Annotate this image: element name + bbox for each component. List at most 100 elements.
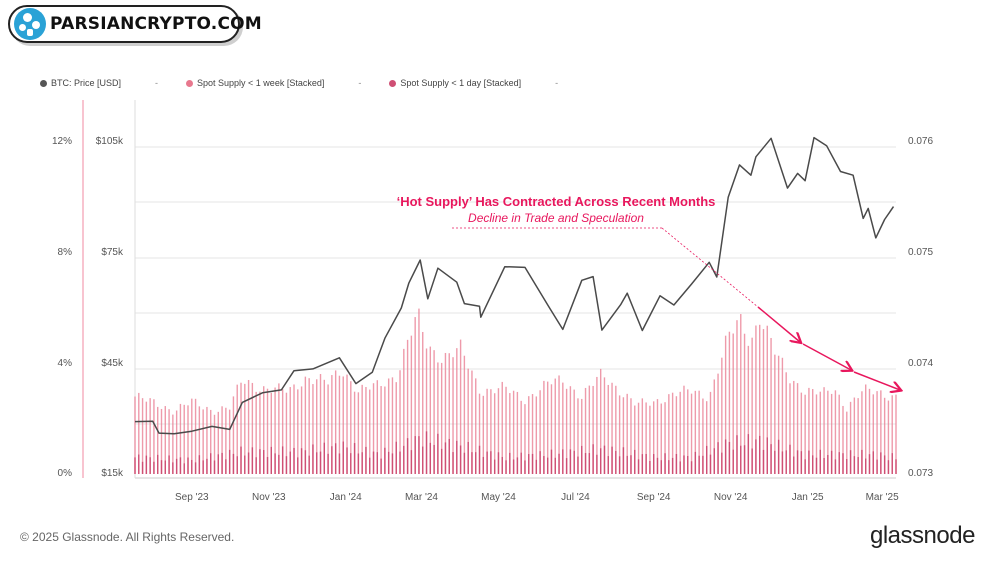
supply-1w-bar [543, 380, 545, 474]
supply-1w-bar [138, 392, 140, 474]
supply-1d-bar [834, 459, 837, 474]
supply-1w-bar [281, 389, 284, 474]
supply-1w-bar [312, 384, 314, 474]
supply-1d-bar [664, 453, 666, 474]
supply-1w-bar [796, 383, 799, 474]
supply-1d-bar [456, 440, 458, 474]
supply-1d-bar [384, 447, 386, 474]
supply-1w-bar [316, 379, 318, 474]
supply-1w-bar [683, 385, 685, 474]
supply-1w-bar [577, 398, 579, 474]
supply-1d-bar [217, 454, 219, 474]
supply-1d-bar [865, 458, 867, 474]
supply-1d-bar [626, 455, 628, 474]
supply-1w-bar [755, 325, 757, 474]
supply-1d-bar [800, 451, 803, 474]
supply-1w-bar [493, 393, 496, 474]
y-left-price-tick: $105k [96, 136, 124, 147]
supply-1d-bar [554, 457, 556, 474]
supply-1w-bar [705, 401, 708, 474]
supply-1d-bar [168, 455, 170, 474]
supply-1d-bar [346, 447, 348, 474]
supply-1d-bar [281, 446, 284, 474]
chart-legend: BTC: Price [USD] - Spot Supply < 1 week … [40, 76, 586, 90]
supply-1w-bar [217, 411, 219, 474]
supply-1d-bar [198, 455, 201, 474]
supply-1w-bar [153, 399, 155, 474]
supply-1d-bar [342, 441, 344, 474]
supply-1d-bar [493, 459, 496, 474]
supply-1w-bar [384, 386, 386, 474]
supply-1w-bar [164, 406, 166, 474]
x-tick-label: May '24 [481, 492, 516, 503]
legend-dot-supply-1w [186, 79, 194, 87]
supply-1w-bar [698, 390, 700, 474]
supply-1d-bar [395, 441, 397, 474]
supply-1d-bar [546, 457, 549, 474]
supply-1w-bar [141, 398, 144, 474]
supply-1w-bar [429, 346, 432, 474]
supply-1w-bar [599, 368, 602, 474]
supply-1d-bar [812, 455, 814, 474]
supply-1w-bar [891, 395, 893, 474]
legend-item-supply-1d[interactable]: Spot Supply < 1 day [Stacked] - [389, 78, 586, 88]
supply-1w-bar [581, 398, 583, 474]
supply-1d-bar [615, 450, 617, 474]
supply-1d-bar [467, 441, 469, 474]
supply-1d-bar [732, 449, 734, 474]
supply-1w-bar [664, 402, 666, 474]
supply-1w-bar [403, 348, 405, 474]
supply-1d-bar [179, 457, 182, 474]
supply-1w-bar [369, 389, 371, 474]
supply-1d-bar [759, 435, 761, 474]
supply-1d-bar [289, 451, 291, 474]
legend-item-supply-1w[interactable]: Spot Supply < 1 week [Stacked] - [186, 78, 389, 88]
supply-1d-bar [705, 445, 708, 474]
supply-1w-bar [694, 390, 697, 474]
supply-1w-bar [880, 390, 882, 474]
y-left-pct-tick: 12% [52, 136, 72, 147]
supply-1w-bar [531, 394, 534, 474]
y-right-tick: 0.076 [908, 136, 933, 147]
supply-1d-bar [793, 456, 795, 474]
supply-1w-bar [251, 382, 254, 474]
supply-1d-bar [266, 456, 269, 474]
supply-1d-bar [175, 458, 178, 474]
supply-1d-bar [369, 457, 371, 474]
supply-1w-bar [611, 382, 613, 474]
supply-1w-bar [766, 325, 768, 474]
supply-1w-bar [183, 404, 185, 474]
supply-1w-bar [815, 394, 818, 474]
supply-1d-bar [671, 457, 674, 474]
legend-label-supply-1w: Spot Supply < 1 week [Stacked] [197, 78, 325, 88]
watermark-text: PARSIANCRYPTO.COM [50, 14, 262, 34]
supply-1d-bar [403, 445, 405, 474]
supply-1d-bar [690, 461, 693, 474]
glassnode-brand-logo: glassnode [870, 522, 975, 549]
legend-dot-price [40, 79, 47, 87]
supply-1w-bar [228, 409, 231, 474]
supply-1w-bar [793, 380, 795, 474]
supply-1d-bar [251, 447, 254, 474]
supply-1w-bar [221, 406, 223, 474]
supply-1w-bar [520, 400, 522, 474]
supply-1w-bar [440, 362, 443, 474]
supply-1d-bar [694, 451, 697, 474]
supply-1w-bar [490, 389, 492, 474]
y-right-tick: 0.073 [908, 468, 933, 479]
supply-1w-bar [827, 390, 829, 474]
supply-1d-bar [304, 450, 307, 474]
supply-1d-bar [463, 452, 466, 474]
supply-1w-bar [724, 335, 727, 474]
y-left-pct-tick: 0% [58, 468, 73, 479]
supply-1d-bar [300, 448, 303, 474]
supply-1d-bar [781, 451, 784, 474]
supply-1w-bar [535, 396, 538, 474]
supply-1d-bar [660, 460, 662, 474]
legend-item-price[interactable]: BTC: Price [USD] - [40, 78, 186, 88]
supply-1d-bar [539, 451, 541, 474]
supply-1w-bar [690, 393, 693, 474]
supply-1d-bar [634, 449, 636, 474]
supply-1d-bar [652, 454, 655, 474]
supply-1d-bar [240, 446, 242, 474]
